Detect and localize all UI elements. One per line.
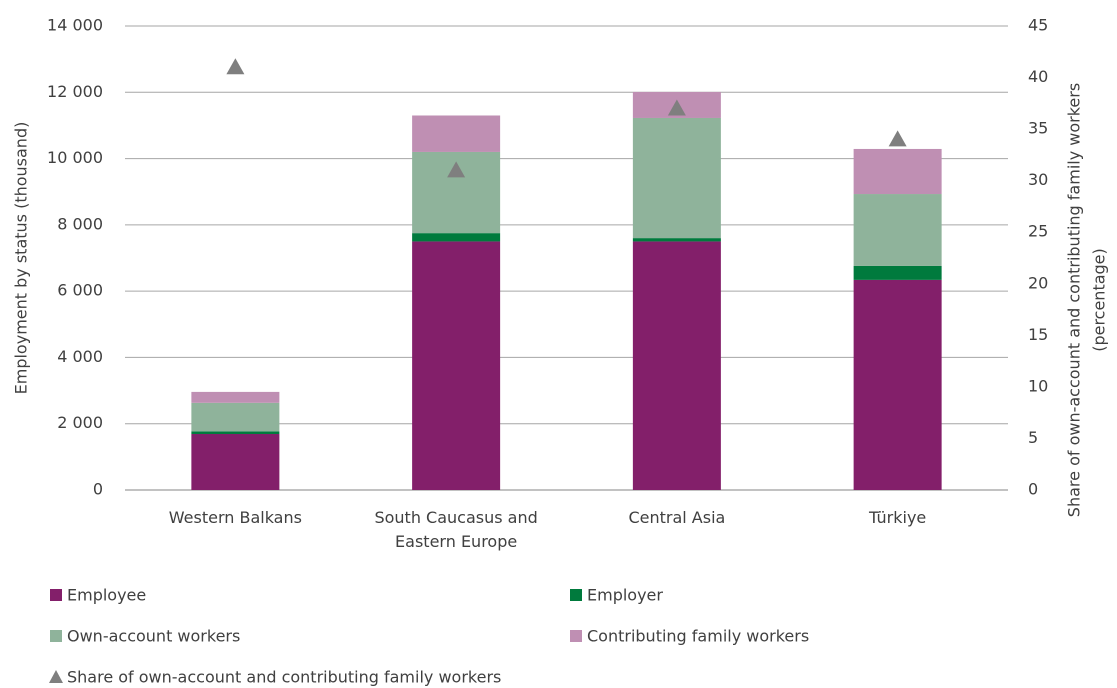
bar-segment (191, 431, 280, 434)
y2-tick-label: 10 (1028, 376, 1048, 395)
y-tick-label: 14 000 (47, 16, 103, 35)
marker-triangle (226, 58, 245, 75)
y-tick-label: 4 000 (57, 347, 103, 366)
bar-segment (412, 233, 501, 242)
y-tick-label: 2 000 (57, 413, 103, 432)
legend-label: Own-account workers (67, 627, 240, 646)
y2-tick-label: 25 (1028, 222, 1048, 241)
bar-segment (853, 194, 942, 266)
legend-label: Contributing family workers (587, 627, 809, 646)
bar-segment (191, 402, 280, 432)
legend-swatch (50, 589, 62, 601)
y2-tick-label: 35 (1028, 119, 1048, 138)
y2-tick-label: 15 (1028, 325, 1048, 344)
x-tick-label: Türkiye (868, 508, 927, 527)
y2-tick-label: 45 (1028, 16, 1048, 35)
legend-swatch (570, 630, 582, 642)
y2-tick-label: 30 (1028, 170, 1048, 189)
legend-label: Share of own-account and contributing fa… (67, 668, 501, 687)
bar-segment (412, 115, 501, 152)
bar-segment (853, 148, 942, 195)
bar-segment (632, 117, 721, 239)
bar-segment (191, 391, 280, 403)
y2-tick-label: 5 (1028, 428, 1038, 447)
marker-triangle (888, 130, 907, 147)
bar-segment (191, 433, 280, 490)
legend-label: Employee (67, 586, 146, 605)
legend-label: Employer (587, 586, 663, 605)
y2-axis-label: (percentage) (1090, 248, 1109, 352)
legend-swatch (570, 589, 582, 601)
y2-tick-label: 0 (1028, 480, 1038, 499)
y2-tick-label: 20 (1028, 273, 1048, 292)
y-tick-label: 12 000 (47, 82, 103, 101)
legend-marker (49, 670, 63, 683)
y2-axis-label: Share of own-account and contributing fa… (1065, 83, 1084, 517)
bar-segment (632, 241, 721, 490)
y-tick-label: 8 000 (57, 214, 103, 233)
legend-swatch (50, 630, 62, 642)
y-tick-label: 0 (93, 480, 103, 499)
bar-segment (412, 241, 501, 490)
y-tick-label: 6 000 (57, 281, 103, 300)
x-tick-label: Central Asia (628, 508, 726, 527)
bar-segment (853, 265, 942, 280)
bar-segment (632, 238, 721, 242)
marker-triangle (667, 99, 686, 116)
y2-tick-label: 40 (1028, 67, 1048, 86)
y-axis-label: Employment by status (thousand) (12, 122, 31, 395)
x-tick-label: South Caucasus and Eastern Europe (374, 508, 538, 551)
marker-triangle (447, 161, 466, 178)
bar-segment (853, 279, 942, 490)
x-tick-label: Western Balkans (168, 508, 302, 527)
y-tick-label: 10 000 (47, 148, 103, 167)
